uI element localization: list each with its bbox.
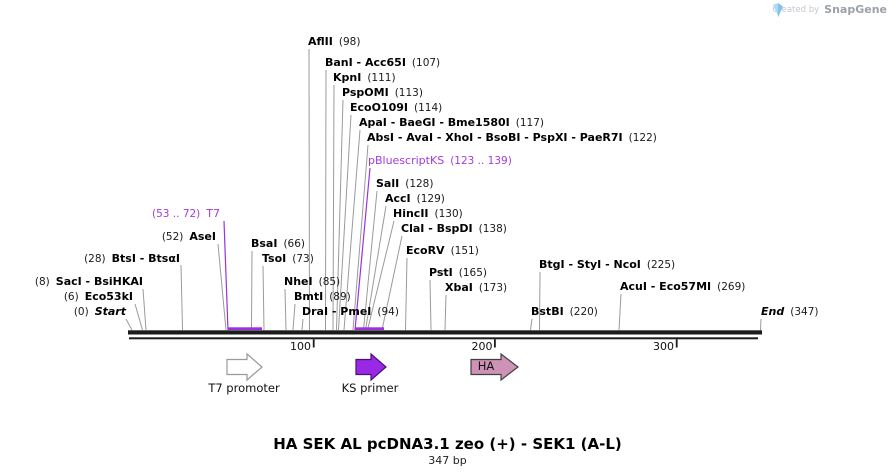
site-btsi-btsai[interactable]: (28) BtsI - BtsαI xyxy=(84,252,180,265)
ha-tag-arrow[interactable] xyxy=(470,352,519,382)
site-psti[interactable]: PstI (165) xyxy=(429,266,488,279)
ruler-tick-300 xyxy=(675,339,678,348)
leader-line xyxy=(262,265,265,331)
ks-primer-arrow[interactable] xyxy=(355,352,387,382)
leader-line xyxy=(618,293,622,331)
leader-line xyxy=(180,264,183,331)
ruler-tick-200 xyxy=(494,339,496,348)
site-tsoi[interactable]: TsoI (73) xyxy=(262,252,314,265)
site-drai-pmei[interactable]: DraI - PmeI (94) xyxy=(302,305,399,318)
t7-promoter-arrow[interactable] xyxy=(226,352,263,382)
leader-line xyxy=(367,220,395,331)
leader-line xyxy=(530,318,533,331)
leader-line xyxy=(365,205,387,331)
leader-line xyxy=(301,318,304,331)
site-acci[interactable]: AccI (129) xyxy=(385,192,445,205)
site-btgi-styi-ncoi[interactable]: BtgI - StyI - NcoI (225) xyxy=(539,258,676,271)
leader-line xyxy=(343,129,361,331)
site-pbluescriptks-region[interactable]: pBluescriptKS (123 .. 139) xyxy=(368,154,512,167)
leader-line xyxy=(284,288,287,331)
ruler-tick-100 xyxy=(312,339,315,348)
leader-line-t7 xyxy=(223,220,229,331)
site-asei[interactable]: (52) AseI xyxy=(161,230,216,243)
leader-line xyxy=(217,243,227,331)
site-eco53ki[interactable]: (6) Eco53kI xyxy=(63,290,133,303)
watermark: Created by SnapGene xyxy=(772,3,887,18)
site-aflii[interactable]: AflII (98) xyxy=(308,35,361,48)
sequence-bar[interactable] xyxy=(128,330,762,335)
ha-tag-label[interactable]: HA xyxy=(477,359,495,373)
site-ecorv[interactable]: EcoRV (151) xyxy=(406,244,479,257)
ruler-label-100: 100 xyxy=(290,339,311,353)
site-acui-eco57mi[interactable]: AcuI - Eco57MI (269) xyxy=(620,280,746,293)
leader-line xyxy=(405,257,408,331)
leader-line xyxy=(352,144,369,331)
t7-range-segment[interactable] xyxy=(228,327,262,330)
leader-line xyxy=(760,318,762,331)
site-sali[interactable]: SalI (128) xyxy=(376,177,434,190)
ruler-line xyxy=(129,337,758,340)
ruler-label-300: 300 xyxy=(653,339,674,353)
site-kpni[interactable]: KpnI (111) xyxy=(333,71,396,84)
site-end[interactable]: End (347) xyxy=(761,305,819,318)
site-absi-avai-xhoi-bsobi-pspxi-paer7i[interactable]: AbsI - AvaI - XhoI - BsoBI - PspXI - Pae… xyxy=(367,131,657,144)
site-ecoo109i[interactable]: EcoO109I (114) xyxy=(350,101,443,114)
pbluescriptks-range-segment[interactable] xyxy=(355,327,384,330)
watermark-brand: SnapGene xyxy=(824,3,887,16)
ks-primer-label[interactable]: KS primer xyxy=(341,381,399,395)
site-nhei[interactable]: NheI (85) xyxy=(284,275,341,288)
site-xbai[interactable]: XbaI (173) xyxy=(445,281,508,294)
leader-line xyxy=(363,190,378,331)
site-bmti[interactable]: BmtI (89) xyxy=(294,290,351,303)
leader-line xyxy=(429,279,432,331)
leader-line xyxy=(308,48,310,331)
site-clai-bspdi[interactable]: ClaI - BspDI (138) xyxy=(401,222,507,235)
site-hincii[interactable]: HincII (130) xyxy=(393,207,463,220)
map-title: HA SEK AL pcDNA3.1 zeo (+) - SEK1 (A-L) xyxy=(273,435,622,453)
site-bani-acc65i[interactable]: BanI - Acc65I (107) xyxy=(325,56,441,69)
leader-line xyxy=(336,99,344,331)
site-bsai[interactable]: BsaI (66) xyxy=(251,237,306,250)
leader-line xyxy=(325,69,327,331)
leader-line xyxy=(134,303,143,331)
site-apai-baegi-bme1580i[interactable]: ApaI - BaeGI - Bme1580I (117) xyxy=(359,116,544,129)
site-t7-region[interactable]: (53 .. 72) T7 xyxy=(152,207,220,220)
t7-promoter-label[interactable]: T7 promoter xyxy=(208,381,280,395)
leader-line xyxy=(292,303,296,331)
leader-line xyxy=(332,84,335,331)
map-length: 347 bp xyxy=(428,454,467,467)
leader-line xyxy=(381,235,403,331)
leader-line xyxy=(338,114,352,331)
site-pspomi[interactable]: PspOMI (113) xyxy=(342,86,423,99)
leader-line-pbluescriptks xyxy=(354,167,371,331)
leader-line xyxy=(444,294,447,331)
ruler-label-200: 200 xyxy=(471,339,493,353)
leader-line xyxy=(142,288,147,331)
site-bstbi[interactable]: BstBI (220) xyxy=(531,305,598,318)
leader-line xyxy=(539,271,541,331)
site-saci-bsihkai[interactable]: (8) SacI - BsiHKAI xyxy=(34,275,143,288)
snapgene-logo-icon xyxy=(773,3,784,18)
leader-line xyxy=(125,318,133,331)
watermark-created-by: Created by xyxy=(772,4,820,15)
leader-line xyxy=(251,250,253,331)
site-start[interactable]: (0) Start xyxy=(73,305,126,318)
